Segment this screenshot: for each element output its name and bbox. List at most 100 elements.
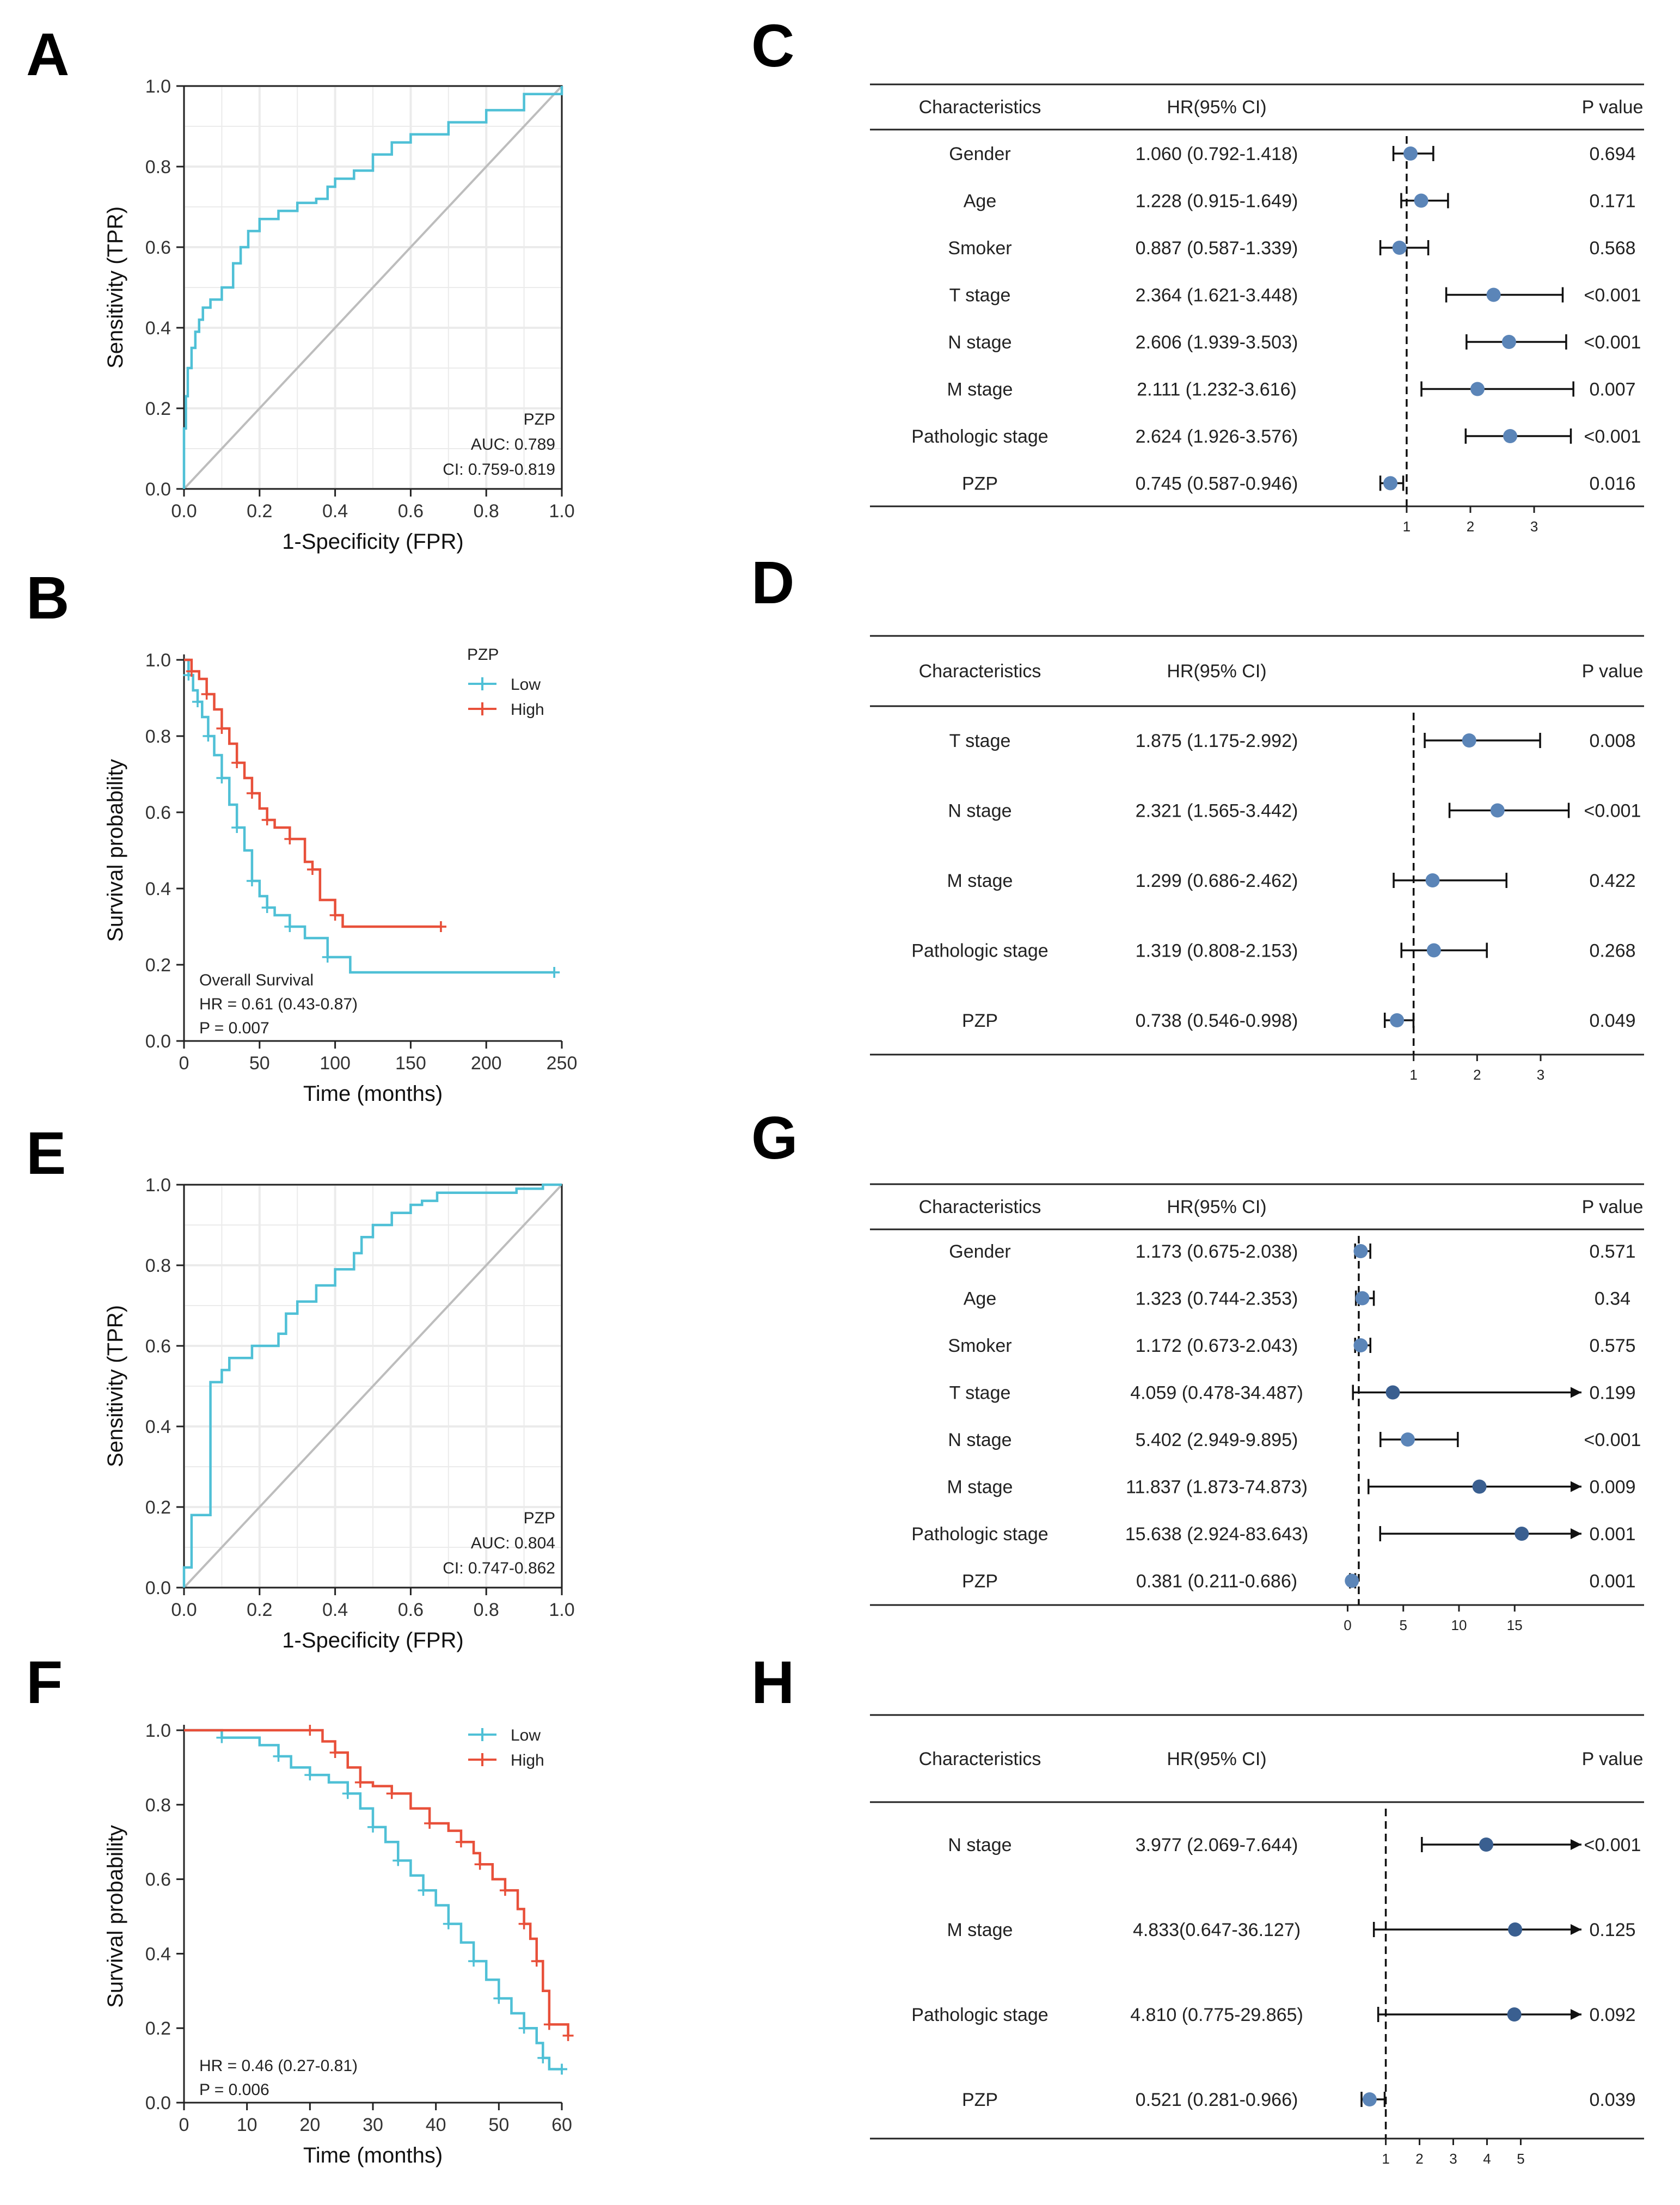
row-characteristic: M stage	[947, 871, 1013, 891]
column-header-p: P value	[1582, 1749, 1644, 1769]
x-tick-label: 4	[1483, 2151, 1491, 2167]
y-tick-label: 1.0	[145, 1720, 171, 1741]
hr-point	[1362, 2092, 1377, 2106]
row-p-value: <0.001	[1584, 426, 1641, 447]
x-tick-label: 1.0	[549, 1600, 574, 1620]
hr-point	[1503, 429, 1518, 443]
panel-h: H Characteristics HR(95% CI) P value N stage…	[751, 1649, 1644, 2167]
censor-mark	[518, 1918, 530, 1930]
row-hr-ci: 1.228 (0.915-1.649)	[1136, 191, 1298, 212]
legend-swatch-high	[468, 702, 496, 715]
legend-label-low: Low	[511, 1726, 541, 1744]
row-characteristic: N stage	[948, 801, 1011, 822]
row-hr-ci: 1.060 (0.792-1.418)	[1136, 144, 1298, 164]
censor-mark	[455, 1836, 467, 1848]
y-tick-label: 0.0	[145, 479, 171, 500]
panel-letter-e: E	[26, 1120, 66, 1187]
row-p-value: 0.049	[1589, 1010, 1635, 1031]
panel-c: C Characteristics HR(95% CI) P value Gender 1…	[751, 13, 1644, 535]
x-axis-label: Time (months)	[303, 1082, 443, 1106]
hr-point	[1490, 803, 1505, 818]
censor-mark	[329, 1747, 341, 1759]
row-hr-ci: 2.111 (1.232-3.616)	[1137, 379, 1297, 400]
row-characteristic: Pathologic stage	[911, 2005, 1048, 2025]
panel-d: D Characteristics HR(95% CI) P value T stage…	[751, 549, 1644, 1083]
forest-row: Pathologic stage 4.810 (0.775-29.865) 0.09…	[911, 2005, 1635, 2025]
x-tick-label: 3	[1530, 518, 1538, 535]
row-p-value: <0.001	[1584, 332, 1641, 353]
y-tick-label: 0.6	[145, 1870, 171, 1890]
censor-mark	[261, 814, 273, 825]
y-tick-label: 1.0	[145, 650, 171, 671]
y-tick-label: 0.4	[145, 318, 171, 339]
row-p-value: <0.001	[1584, 801, 1641, 822]
forest-row: M stage 1.299 (0.686-2.462) 0.422	[947, 871, 1636, 891]
hr-point	[1425, 873, 1440, 887]
row-p-value: 0.694	[1589, 144, 1635, 164]
forest-row: T stage 4.059 (0.478-34.487) 0.199	[949, 1383, 1636, 1404]
censor-mark	[304, 1725, 316, 1736]
column-header-hr: HR(95% CI)	[1167, 97, 1266, 118]
roc-annotation: PZP	[524, 1509, 555, 1527]
x-tick-label: 15	[1507, 1617, 1523, 1633]
km-annotation: Overall Survival	[199, 971, 314, 989]
censor-mark	[284, 921, 296, 932]
censor-mark	[216, 1732, 228, 1743]
row-characteristic: PZP	[962, 474, 998, 494]
panel-g: G Characteristics HR(95% CI) P value Gender 1…	[751, 1105, 1644, 1633]
forest-row: M stage 11.837 (1.873-74.873) 0.009	[947, 1477, 1636, 1498]
row-p-value: <0.001	[1584, 1835, 1641, 1855]
x-tick-label: 50	[488, 2115, 509, 2135]
column-header-p: P value	[1582, 97, 1644, 118]
panel-e: E 0.0 0.2 0.4 0.6 0.8 1.0 0.0 0.2 0.4 0.6 0.8 1.0 1-S…	[26, 1120, 575, 1652]
x-tick-label: 200	[471, 1053, 502, 1074]
x-tick-label: 0.2	[247, 1600, 272, 1620]
hr-point	[1392, 241, 1407, 255]
row-hr-ci: 0.745 (0.587-0.946)	[1136, 474, 1298, 494]
hr-point	[1400, 1432, 1415, 1447]
x-tick-label: 0	[1344, 1617, 1351, 1633]
censor-mark	[386, 1788, 397, 1799]
row-characteristic: Age	[964, 191, 997, 212]
y-tick-label: 0.2	[145, 399, 171, 419]
censor-mark	[284, 834, 296, 844]
y-tick-label: 0.8	[145, 1795, 171, 1816]
y-tick-label: 0.2	[145, 955, 171, 976]
row-characteristic: T stage	[949, 285, 1011, 306]
row-characteristic: Age	[964, 1289, 997, 1309]
row-p-value: <0.001	[1584, 1430, 1641, 1450]
row-p-value: 0.268	[1589, 941, 1635, 961]
censor-mark	[499, 1885, 511, 1896]
censor-mark	[246, 875, 257, 886]
censor-mark	[231, 822, 243, 833]
column-header-hr: HR(95% CI)	[1167, 661, 1266, 682]
forest-row: N stage 5.402 (2.949-9.895) <0.001	[948, 1430, 1641, 1450]
y-tick-label: 0.8	[145, 1255, 171, 1276]
censor-mark	[216, 773, 228, 783]
censor-mark	[468, 1956, 480, 1967]
row-characteristic: T stage	[949, 731, 1011, 751]
x-tick-label: 2	[1415, 2151, 1423, 2167]
row-hr-ci: 5.402 (2.949-9.895)	[1136, 1430, 1298, 1450]
censor-mark	[543, 2019, 555, 2030]
hr-point	[1403, 146, 1418, 161]
forest-row: PZP 0.381 (0.211-0.686) 0.001	[962, 1571, 1636, 1592]
censor-mark	[261, 902, 273, 913]
x-tick-label: 40	[426, 2115, 446, 2135]
ci-arrow	[1571, 1528, 1581, 1539]
x-tick-label: 60	[551, 2115, 572, 2135]
plot-frame	[183, 1184, 563, 1589]
row-hr-ci: 1.319 (0.808-2.153)	[1136, 941, 1298, 961]
y-tick-label: 0.2	[145, 2018, 171, 2039]
hr-point	[1486, 287, 1501, 302]
diagonal-reference-line	[183, 85, 563, 490]
censor-mark	[556, 2063, 567, 2075]
censor-mark	[474, 1859, 486, 1870]
y-axis-label: Survival probability	[103, 759, 127, 942]
censor-mark	[424, 1818, 436, 1829]
censor-mark	[531, 1956, 542, 1967]
row-characteristic: Smoker	[948, 1336, 1011, 1356]
y-tick-label: 0.4	[145, 1417, 171, 1437]
hr-point	[1501, 335, 1516, 349]
censor-mark	[216, 723, 228, 734]
